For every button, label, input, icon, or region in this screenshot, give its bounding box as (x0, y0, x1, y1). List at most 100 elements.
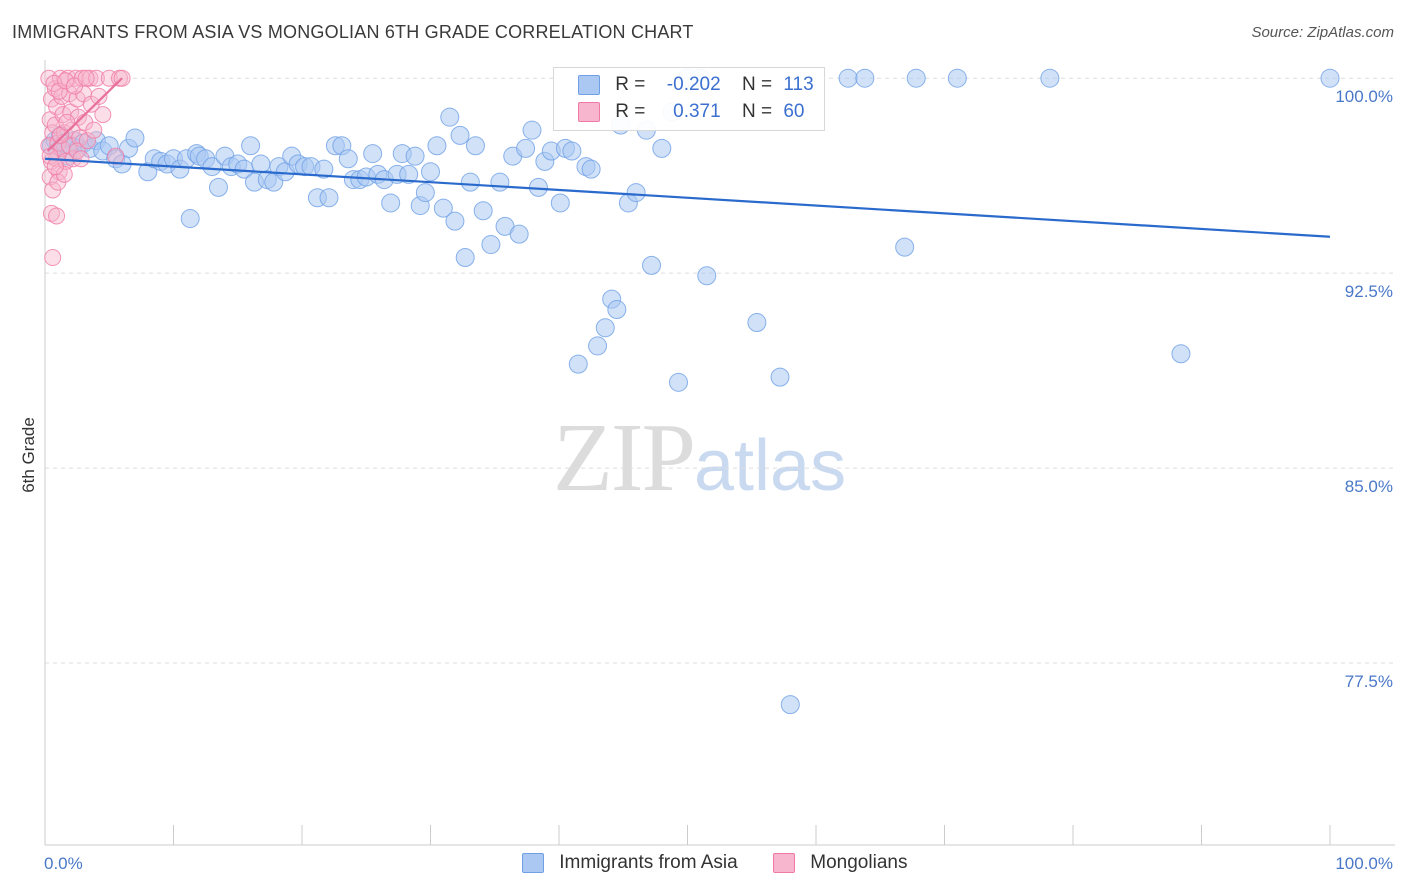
mongolian-point (44, 249, 62, 267)
x-tick-label: 100.0% (1335, 854, 1393, 873)
asia-point (770, 367, 790, 387)
mongolians-n-value: 60 (783, 101, 805, 122)
y-tick-label: 100.0% (1335, 87, 1393, 106)
mongolians-n-label: N = (741, 101, 773, 122)
asia-swatch (578, 75, 600, 95)
mongolian-point (72, 150, 90, 168)
asia-point (427, 136, 447, 156)
asia-n-label: N = (741, 74, 773, 95)
watermark-atlas: atlas (694, 426, 847, 506)
mongolian-point (58, 113, 76, 131)
asia-point (947, 68, 967, 88)
mongolian-point (48, 207, 66, 225)
mongolian-point (85, 121, 103, 139)
asia-point (455, 248, 475, 268)
mongolian-point (100, 69, 118, 87)
mongolian-trend-line (46, 77, 123, 152)
asia-point (697, 266, 717, 286)
asia-point (595, 318, 615, 338)
asia-r-label: R = (615, 74, 646, 95)
asia-point (652, 138, 672, 158)
mongolian-point (77, 69, 95, 87)
asia-trend-line (44, 157, 1331, 238)
asia-point (319, 188, 339, 208)
watermark-zip: ZIP (553, 404, 696, 512)
asia-point (399, 164, 419, 184)
asia-point (895, 237, 915, 257)
asia-point (1320, 68, 1340, 88)
asia-point (450, 125, 470, 145)
asia-point (180, 209, 200, 229)
asia-point (550, 193, 570, 213)
asia-point (509, 224, 529, 244)
stats-legend-row-asia: R = -0.202 N = 113 (578, 74, 814, 100)
asia-point (516, 138, 536, 158)
mongolians-r-label: R = (615, 101, 646, 122)
asia-point (241, 136, 261, 156)
y-axis-label: 6th Grade (19, 417, 38, 493)
legend-asia-swatch (522, 853, 544, 873)
watermark: ZIPatlas (553, 402, 846, 514)
asia-point (626, 183, 646, 203)
mongolian-point (50, 82, 68, 100)
asia-point (588, 336, 608, 356)
asia-point (460, 172, 480, 192)
mongolian-point (40, 69, 58, 87)
asia-point (747, 313, 767, 333)
asia-point (838, 68, 858, 88)
asia-point (125, 128, 145, 148)
mongolian-point (68, 142, 86, 160)
series-legend: Immigrants from Asia Mongolians (522, 852, 937, 874)
asia-point (855, 68, 875, 88)
mongolians-r-value: 0.371 (673, 101, 721, 122)
asia-point (522, 120, 542, 140)
mongolian-point (57, 72, 75, 90)
asia-point (405, 146, 425, 166)
legend-mongolians-swatch (773, 853, 795, 873)
mongolian-point (90, 87, 108, 105)
asia-point (314, 159, 334, 179)
mongolian-point (78, 132, 96, 150)
asia-point (421, 162, 440, 182)
asia-point (415, 183, 435, 203)
asia-point (490, 172, 510, 192)
asia-point (481, 235, 501, 255)
asia-point (363, 144, 383, 164)
asia-r-value: -0.202 (666, 74, 721, 95)
chart-title: IMMIGRANTS FROM ASIA VS MONGOLIAN 6TH GR… (12, 22, 694, 42)
asia-point (338, 149, 358, 169)
asia-point (465, 136, 485, 156)
stats-legend: R = -0.202 N = 113 R = 0.371 N = 60 (553, 67, 825, 131)
asia-point (473, 201, 493, 221)
mongolian-point (107, 147, 125, 165)
asia-point (669, 372, 689, 392)
asia-point (568, 354, 588, 374)
y-tick-label: 77.5% (1345, 672, 1393, 691)
asia-point (642, 255, 662, 275)
asia-point (906, 68, 926, 88)
asia-point (381, 193, 401, 213)
asia-point (433, 198, 453, 218)
asia-point (208, 177, 228, 197)
asia-point (202, 157, 222, 177)
asia-point (780, 695, 800, 715)
y-tick-label: 85.0% (1345, 477, 1393, 496)
mongolian-point (81, 69, 99, 87)
mongolians-swatch (578, 102, 600, 122)
mongolian-point (46, 158, 64, 176)
legend-mongolians-label: Mongolians (810, 852, 908, 873)
legend-asia-label: Immigrants from Asia (559, 852, 738, 873)
asia-point (607, 300, 627, 320)
legend-item-asia[interactable]: Immigrants from Asia (522, 852, 738, 874)
asia-point (562, 141, 582, 161)
asia-point (445, 211, 465, 231)
asia-point (440, 107, 460, 127)
mongolian-point (87, 69, 105, 87)
legend-item-mongolians[interactable]: Mongolians (773, 852, 907, 874)
asia-point (581, 159, 601, 179)
y-tick-label: 92.5% (1345, 282, 1393, 301)
asia-n-value: 113 (783, 74, 814, 95)
source-label: Source: ZipAtlas.com (1251, 24, 1394, 41)
x-tick-label: 0.0% (44, 854, 83, 873)
